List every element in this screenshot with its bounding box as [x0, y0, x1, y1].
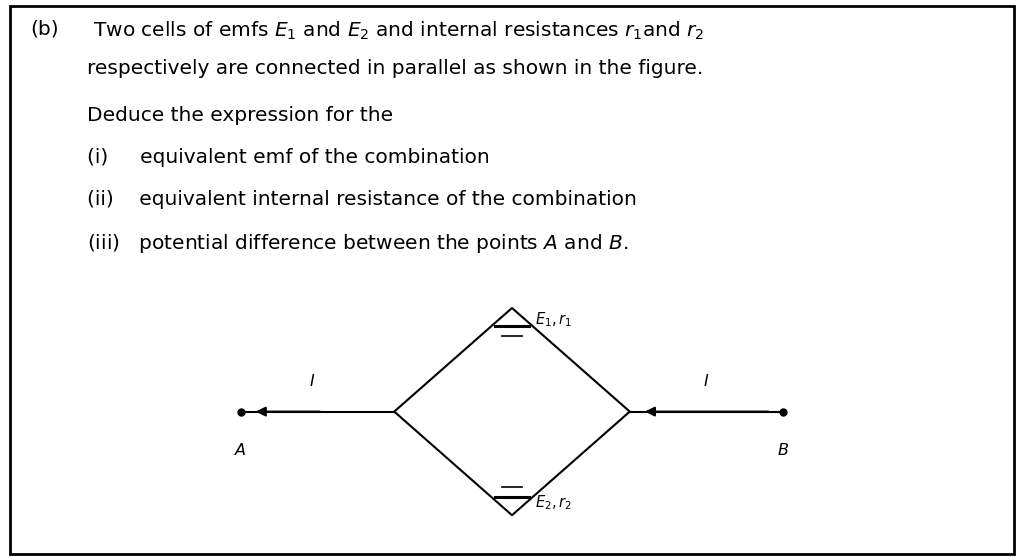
Text: $I$: $I$	[309, 373, 315, 389]
Text: $I$: $I$	[703, 373, 710, 389]
Text: Deduce the expression for the: Deduce the expression for the	[87, 106, 393, 125]
Text: $B$: $B$	[777, 442, 790, 459]
Text: $A$: $A$	[234, 442, 247, 459]
Text: $E_1,r_1$: $E_1,r_1$	[535, 311, 571, 329]
Text: (i)     equivalent emf of the combination: (i) equivalent emf of the combination	[87, 148, 489, 167]
Text: (iii)   potential difference between the points $A$ and $B$.: (iii) potential difference between the p…	[87, 232, 629, 255]
Text: respectively are connected in parallel as shown in the figure.: respectively are connected in parallel a…	[87, 59, 703, 78]
Text: Two cells of emfs $E_1$ and $E_2$ and internal resistances $r_1$and $r_2$: Two cells of emfs $E_1$ and $E_2$ and in…	[87, 20, 705, 42]
Text: (ii)    equivalent internal resistance of the combination: (ii) equivalent internal resistance of t…	[87, 190, 637, 209]
Text: (b): (b)	[31, 20, 59, 39]
Text: $E_2,r_2$: $E_2,r_2$	[535, 494, 571, 512]
